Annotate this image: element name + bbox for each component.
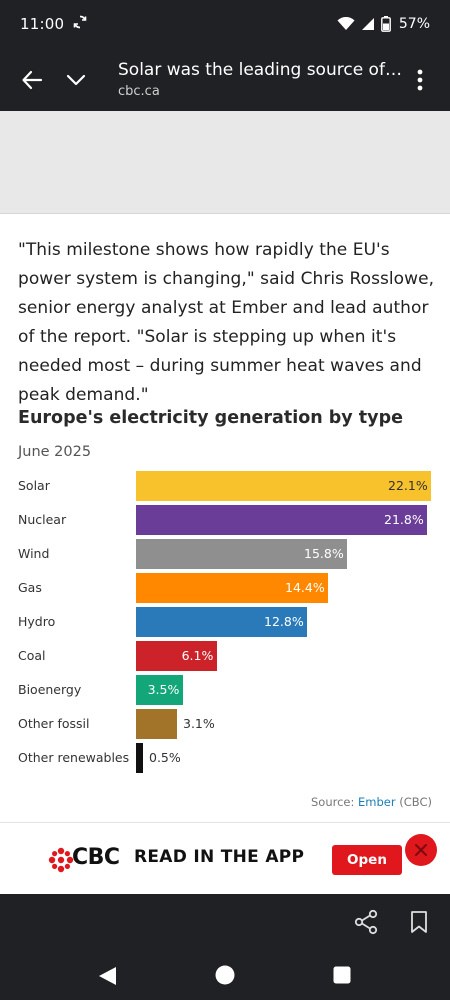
nav-recents-icon[interactable]: [332, 965, 352, 985]
bar-value-label: 15.8%: [304, 546, 344, 561]
bar-gas: [136, 573, 328, 603]
share-icon[interactable]: [352, 908, 380, 936]
page-url: cbc.ca: [118, 83, 160, 99]
bar-row: Bioenergy 3.5%: [0, 675, 450, 709]
bookmark-icon[interactable]: [405, 908, 433, 936]
bar-row: Other renewables 0.5%: [0, 743, 450, 777]
bar-solar: [136, 471, 431, 501]
chart-title: Europe's electricity generation by type: [18, 408, 403, 428]
bar-category-label: Nuclear: [18, 512, 67, 527]
bar-row: Nuclear 21.8%: [0, 505, 450, 539]
source-prefix: Source:: [311, 795, 359, 809]
chart-source: Source: Ember (CBC): [311, 795, 432, 809]
bar-value-label: 3.5%: [147, 682, 180, 697]
bar-value-label: 0.5%: [149, 750, 181, 765]
bar-category-label: Other renewables: [18, 750, 130, 765]
bar-hydro: [136, 607, 307, 637]
bar-category-label: Bioenergy: [18, 682, 82, 697]
nav-home-icon[interactable]: [214, 964, 236, 986]
bar-value-label: 14.4%: [285, 580, 325, 595]
open-app-button[interactable]: Open: [332, 845, 402, 875]
source-link[interactable]: Ember: [358, 795, 396, 809]
wifi-icon: [337, 17, 355, 31]
bar-other-renewables: [136, 743, 143, 773]
bar-value-label: 6.1%: [181, 648, 214, 663]
bar-row: Coal 6.1%: [0, 641, 450, 675]
bar-category-label: Solar: [18, 478, 50, 493]
bar-category-label: Other fossil: [18, 716, 90, 731]
bar-category-label: Coal: [18, 648, 46, 663]
battery-percent: 57%: [398, 16, 430, 32]
source-suffix: (CBC): [395, 795, 432, 809]
bar-row: Hydro 12.8%: [0, 607, 450, 641]
bar-chart: Solar 22.1% Nuclear 21.8% Wind 15.8% Gas 14.4% H…: [0, 468, 450, 790]
system-nav-bar: [0, 954, 450, 1000]
page-title: Solar was the leading source of electric…: [118, 59, 402, 80]
bar-coal: [136, 641, 217, 671]
status-bar: 11:00 57%: [0, 0, 450, 48]
bar-value-label: 21.8%: [384, 512, 424, 527]
browser-toolbar: Solar was the leading source of electric…: [0, 48, 450, 111]
bottom-action-bar: [0, 894, 450, 954]
bar-row: Solar 22.1%: [0, 471, 450, 505]
sync-icon: [72, 14, 88, 34]
bar-other-fossil: [136, 709, 177, 739]
more-vert-icon[interactable]: [402, 58, 438, 102]
cbc-gem-icon: [48, 847, 74, 873]
bar-value-label: 3.1%: [183, 716, 215, 731]
read-in-app-text: READ IN THE APP: [134, 847, 305, 867]
chart-subtitle: June 2025: [18, 444, 92, 460]
bar-row: Gas 14.4%: [0, 573, 450, 607]
bar-value-label: 22.1%: [388, 478, 428, 493]
bar-value-label: 12.8%: [264, 614, 304, 629]
battery-icon: [380, 16, 391, 32]
ad-placeholder: [0, 111, 450, 214]
article-paragraph: "This milestone shows how rapidly the EU…: [18, 240, 435, 405]
bar-category-label: Wind: [18, 546, 50, 561]
toolbar-titles[interactable]: Solar was the leading source of electric…: [118, 59, 402, 101]
close-icon[interactable]: [405, 834, 437, 866]
app-banner: CBC READ IN THE APP Open: [0, 822, 450, 894]
bar-nuclear: [136, 505, 427, 535]
signal-icon: [361, 17, 375, 31]
bar-row: Other fossil 3.1%: [0, 709, 450, 743]
cbc-wordmark: CBC: [72, 845, 120, 870]
status-time: 11:00: [20, 15, 65, 33]
bar-row: Wind 15.8%: [0, 539, 450, 573]
bar-wind: [136, 539, 347, 569]
bar-category-label: Gas: [18, 580, 42, 595]
bar-bioenergy: [136, 675, 183, 705]
back-arrow-icon[interactable]: [10, 58, 54, 102]
nav-back-icon[interactable]: [96, 964, 120, 988]
chevron-down-icon[interactable]: [54, 58, 98, 102]
bar-category-label: Hydro: [18, 614, 56, 629]
